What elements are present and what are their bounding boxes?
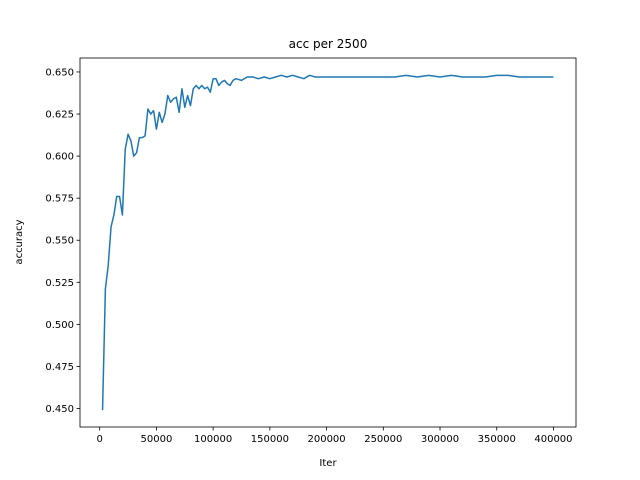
x-tick-label: 400000: [534, 434, 572, 445]
y-tick-label: 0.600: [45, 152, 74, 163]
x-tick-label: 50000: [141, 434, 173, 445]
x-tick-label: 200000: [307, 434, 345, 445]
y-tick-label: 0.575: [45, 194, 74, 205]
y-tick-label: 0.650: [45, 67, 74, 78]
x-tick-label: 350000: [478, 434, 516, 445]
x-tick-label: 250000: [364, 434, 402, 445]
x-tick-label: 100000: [194, 434, 232, 445]
x-tick-label: 150000: [251, 434, 289, 445]
x-tick-label: 0: [97, 434, 103, 445]
x-tick-label: 300000: [421, 434, 459, 445]
y-axis-label: accuracy: [14, 219, 25, 264]
plot-frame: [79, 57, 577, 428]
y-tick-label: 0.525: [45, 278, 74, 289]
x-axis-label: Iter: [319, 458, 337, 469]
chart-title: acc per 2500: [289, 37, 368, 51]
y-tick-label: 0.625: [45, 110, 74, 121]
y-tick-label: 0.500: [45, 320, 74, 331]
y-tick-label: 0.450: [45, 404, 74, 415]
y-tick-label: 0.475: [45, 362, 74, 373]
data-line: [101, 74, 554, 411]
y-tick-label: 0.550: [45, 236, 74, 247]
